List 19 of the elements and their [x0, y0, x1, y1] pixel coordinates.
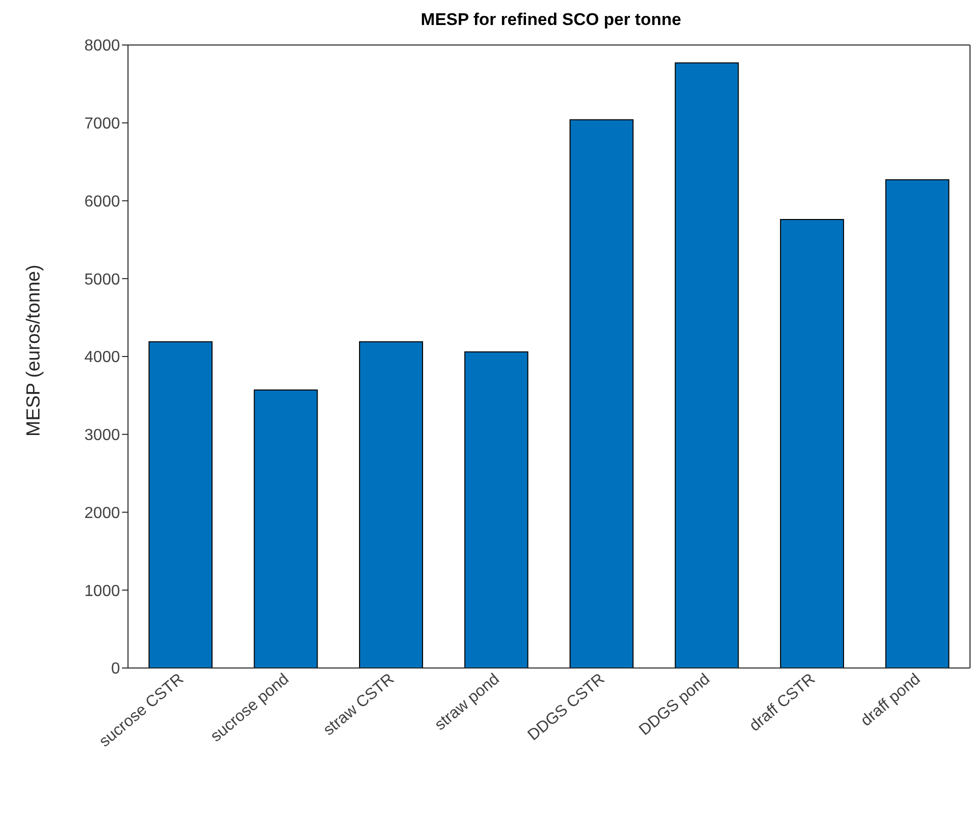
y-tick-label: 7000: [84, 116, 120, 133]
y-tick-label: 0: [111, 660, 120, 678]
bar: [464, 351, 528, 668]
y-tick-label: 1000: [84, 582, 120, 600]
y-tick-label: 2000: [84, 504, 120, 522]
bar: [359, 341, 424, 668]
y-tick-label: 5000: [84, 271, 120, 288]
bar: [885, 179, 950, 668]
bar: [570, 119, 634, 668]
bar: [674, 62, 739, 668]
bar: [148, 341, 213, 668]
y-tick-label: 6000: [84, 193, 120, 210]
y-tick-label: 8000: [84, 38, 120, 55]
y-tick-label: 3000: [84, 427, 120, 444]
y-tick-label: 4000: [84, 349, 120, 366]
bar: [254, 389, 318, 668]
y-axis-title: MESP (euros/tonne): [24, 264, 45, 436]
chart-title: MESP for refined SCO per tonne: [420, 10, 682, 30]
bar: [780, 218, 844, 668]
